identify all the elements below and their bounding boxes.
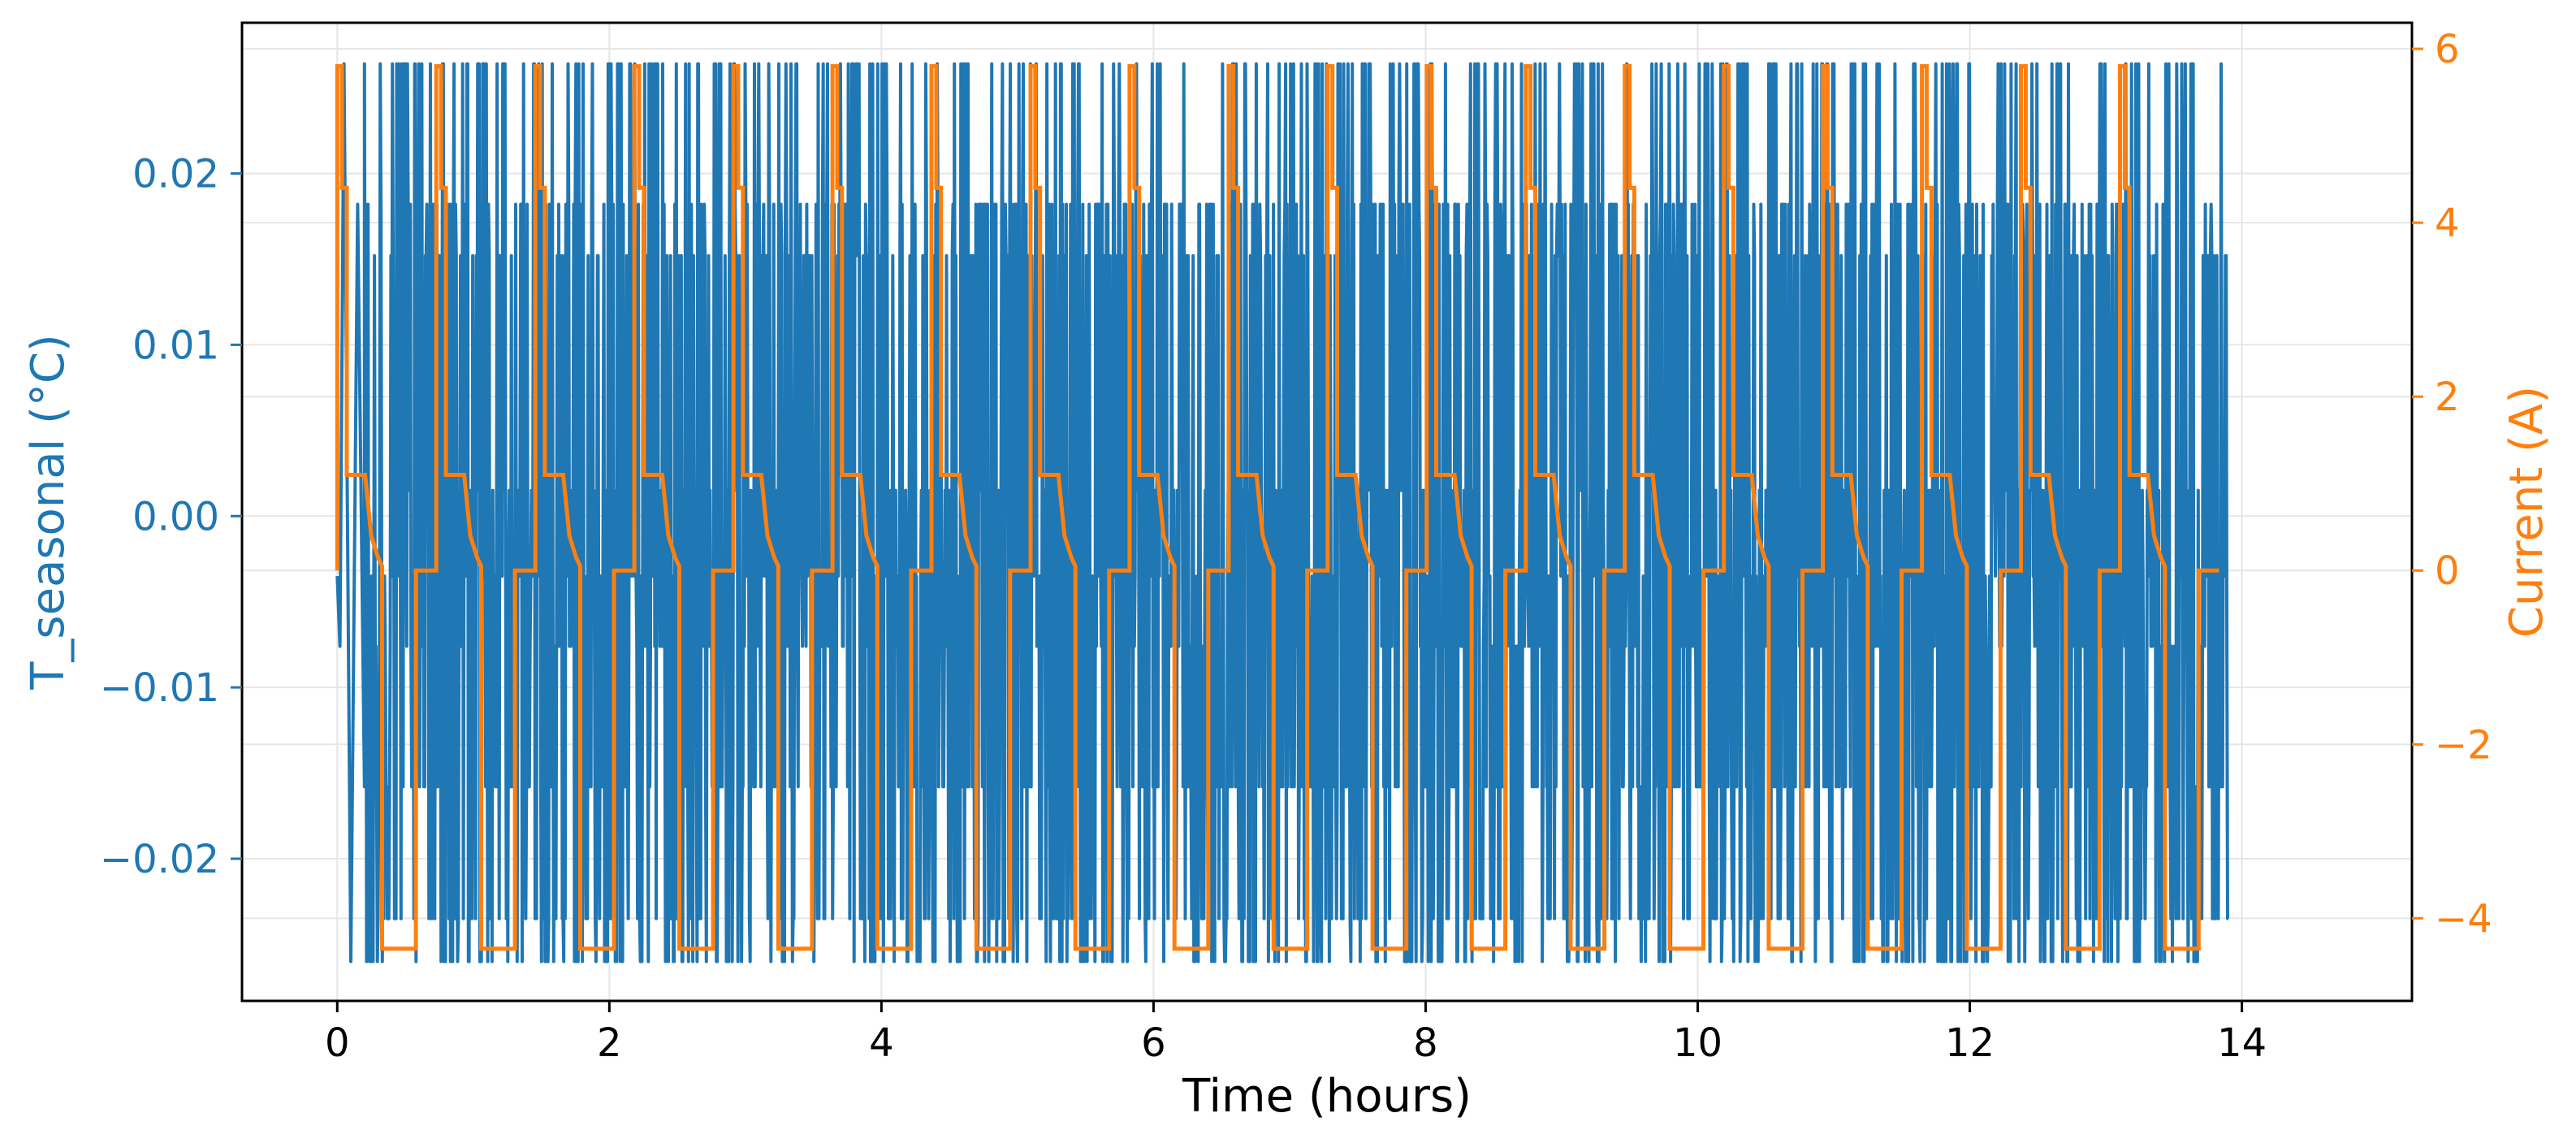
series-t-seasonal <box>335 62 2229 964</box>
y-right-tick-label: 4 <box>2435 201 2460 246</box>
y-right-tick-label: 6 <box>2435 27 2460 72</box>
x-tick-label: 8 <box>1413 1020 1438 1066</box>
x-tick-label: 6 <box>1141 1020 1166 1066</box>
plot-frame <box>240 21 2414 1003</box>
y-right-tick-label: 2 <box>2435 375 2460 420</box>
y-left-axis-label: T_seasonal (°C) <box>22 334 75 691</box>
x-tick-label: 14 <box>2217 1020 2267 1066</box>
y-left-tick-label: −0.02 <box>100 837 219 882</box>
y-right-tick-label: 0 <box>2435 548 2460 594</box>
series-current-line <box>335 64 2219 951</box>
y-right-axis-label: Current (A) <box>2500 386 2553 638</box>
x-tick-label: 10 <box>1673 1020 1722 1066</box>
x-tick-label: 4 <box>869 1020 894 1066</box>
x-axis-label: Time (hours) <box>1182 1070 1472 1123</box>
series-t-seasonal-line <box>335 62 2229 964</box>
y-left-tick-label: −0.01 <box>100 665 219 711</box>
y-right-tick-label: −4 <box>2435 896 2492 942</box>
series-current <box>335 64 2219 951</box>
y-left-tick-label: 0.01 <box>132 323 219 368</box>
x-tick-label: 12 <box>1945 1020 1995 1066</box>
y-left-axis-ticks: −0.02 −0.01 0.00 0.01 0.02 <box>100 152 242 882</box>
y-right-tick-label: −2 <box>2435 722 2492 768</box>
x-tick-label: 0 <box>325 1020 350 1066</box>
y-right-axis-ticks: −4 −2 0 2 4 6 <box>2412 27 2492 942</box>
x-tick-label: 2 <box>597 1020 622 1066</box>
x-axis-ticks: 0 2 4 6 8 10 12 14 <box>325 1001 2267 1066</box>
y-left-tick-label: 0.02 <box>132 152 219 197</box>
y-left-tick-label: 0.00 <box>132 494 219 539</box>
